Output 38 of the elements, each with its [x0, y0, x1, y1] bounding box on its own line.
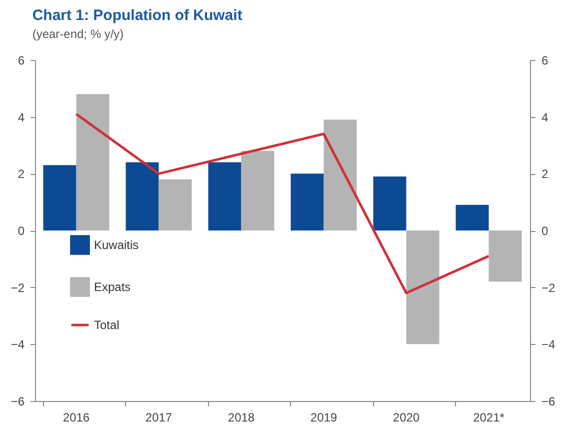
bar: [373, 176, 406, 230]
y-tick-label: 2: [18, 167, 25, 182]
x-tick-label: 2018: [228, 410, 255, 424]
legend-label: Total: [94, 318, 120, 332]
x-tick-label: 2021*: [473, 410, 505, 424]
chart-title: Chart 1: Population of Kuwait: [32, 7, 242, 24]
bar: [324, 120, 357, 230]
y2-tick-label: −6: [542, 394, 556, 408]
line-series: [75, 112, 490, 294]
bar: [456, 204, 489, 230]
bar: [241, 150, 274, 230]
x-tick-label: 2016: [62, 410, 90, 424]
y2-tick-label: 4: [542, 110, 548, 124]
chart-subtitle: (year-end; % y/y): [32, 27, 124, 41]
bar: [208, 162, 242, 230]
bar: [406, 230, 440, 344]
bar: [126, 162, 159, 230]
bar: [43, 165, 76, 230]
y2-tick-label: 2: [542, 167, 548, 182]
y-tick-label: 0: [18, 224, 25, 238]
y2-tick-label: 6: [542, 54, 548, 68]
y-tick-label: −4: [10, 338, 25, 352]
bar: [488, 230, 522, 282]
x-tick-label: 2017: [145, 410, 172, 424]
y-tick-label: −6: [10, 394, 25, 408]
y-tick-label: 4: [18, 110, 25, 124]
bar: [76, 94, 110, 230]
y2-tick-label: −2: [542, 280, 556, 295]
legend-label: Kuwaitis: [94, 238, 139, 252]
bar: [290, 174, 324, 230]
y2-tick-label: −4: [542, 338, 556, 352]
bar: [158, 179, 192, 230]
x-tick-label: 2019: [310, 410, 338, 424]
y-tick-label: 6: [18, 54, 25, 68]
y-tick-label: −2: [10, 280, 25, 295]
legend-label: Expats: [94, 280, 131, 294]
x-tick-label: 2020: [392, 410, 420, 424]
y2-tick-label: 0: [542, 224, 548, 238]
